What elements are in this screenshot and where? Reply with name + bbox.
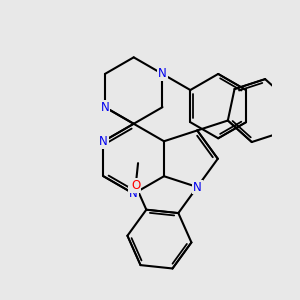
Text: N: N (99, 135, 108, 148)
Text: O: O (131, 179, 140, 192)
Text: N: N (129, 187, 138, 200)
Text: N: N (193, 181, 202, 194)
Text: N: N (158, 68, 167, 80)
Text: N: N (100, 101, 109, 114)
